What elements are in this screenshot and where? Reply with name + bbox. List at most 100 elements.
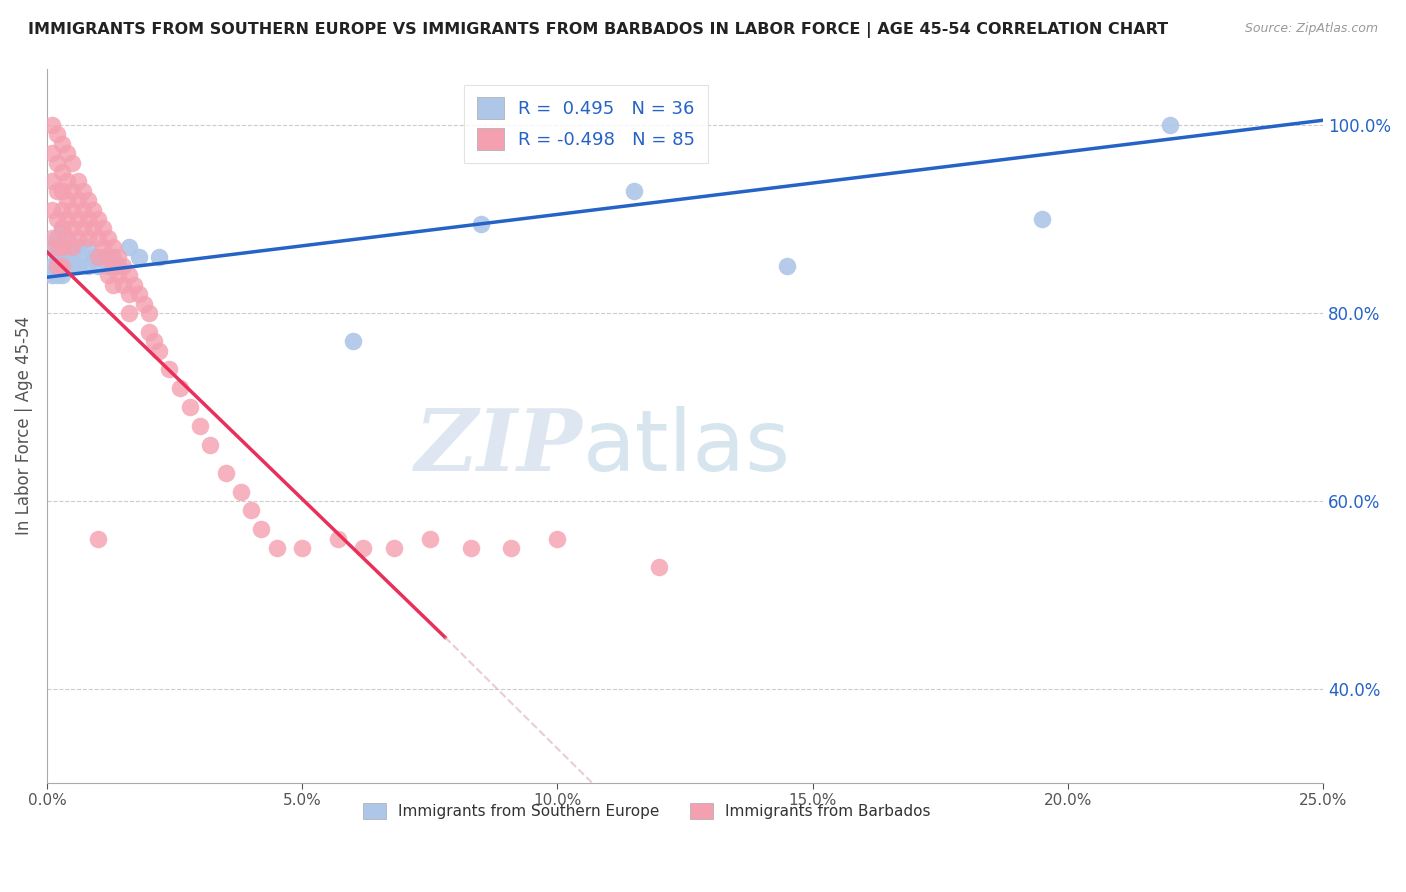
Point xyxy=(62,155,84,169)
Point xyxy=(56,174,79,188)
Point xyxy=(41,259,63,273)
Point xyxy=(51,221,73,235)
Point xyxy=(117,306,139,320)
Point xyxy=(240,503,263,517)
Point xyxy=(76,259,98,273)
Point xyxy=(56,193,79,207)
Point xyxy=(82,250,104,264)
Point xyxy=(46,155,69,169)
Text: ZIP: ZIP xyxy=(415,406,583,489)
Point xyxy=(72,250,94,264)
Point xyxy=(103,277,125,292)
Point xyxy=(128,287,150,301)
Point xyxy=(62,184,84,198)
Point xyxy=(66,174,89,188)
Point xyxy=(41,268,63,283)
Point xyxy=(214,466,236,480)
Point xyxy=(51,221,73,235)
Point xyxy=(501,541,523,555)
Point xyxy=(326,532,349,546)
Point xyxy=(291,541,314,555)
Point xyxy=(76,211,98,226)
Point xyxy=(41,231,63,245)
Point xyxy=(72,202,94,217)
Point xyxy=(56,231,79,245)
Point xyxy=(143,334,166,348)
Point xyxy=(46,128,69,142)
Point xyxy=(56,211,79,226)
Point xyxy=(82,221,104,235)
Point xyxy=(41,240,63,254)
Point xyxy=(103,240,125,254)
Point xyxy=(128,250,150,264)
Point xyxy=(66,193,89,207)
Point xyxy=(117,240,139,254)
Point xyxy=(46,211,69,226)
Text: atlas: atlas xyxy=(583,406,792,489)
Point xyxy=(46,259,69,273)
Point xyxy=(66,231,89,245)
Point xyxy=(148,250,170,264)
Point xyxy=(188,418,211,433)
Point xyxy=(148,343,170,358)
Text: IMMIGRANTS FROM SOUTHERN EUROPE VS IMMIGRANTS FROM BARBADOS IN LABOR FORCE | AGE: IMMIGRANTS FROM SOUTHERN EUROPE VS IMMIG… xyxy=(28,22,1168,38)
Point xyxy=(46,231,69,245)
Point xyxy=(41,118,63,132)
Point xyxy=(382,541,405,555)
Point xyxy=(87,231,110,245)
Point xyxy=(62,259,84,273)
Point xyxy=(229,484,252,499)
Point xyxy=(62,221,84,235)
Point xyxy=(91,240,114,254)
Point xyxy=(103,250,125,264)
Point xyxy=(62,240,84,254)
Point xyxy=(112,277,135,292)
Point xyxy=(546,532,568,546)
Point xyxy=(72,184,94,198)
Point xyxy=(41,146,63,161)
Point xyxy=(97,268,120,283)
Point xyxy=(1159,118,1181,132)
Point xyxy=(51,184,73,198)
Point xyxy=(72,221,94,235)
Point xyxy=(91,221,114,235)
Point xyxy=(87,532,110,546)
Point xyxy=(56,250,79,264)
Point xyxy=(41,202,63,217)
Point xyxy=(51,240,73,254)
Point xyxy=(623,184,645,198)
Y-axis label: In Labor Force | Age 45-54: In Labor Force | Age 45-54 xyxy=(15,317,32,535)
Point xyxy=(470,217,492,231)
Point xyxy=(138,325,160,339)
Point xyxy=(138,306,160,320)
Point xyxy=(250,522,273,536)
Point xyxy=(51,165,73,179)
Point xyxy=(46,240,69,254)
Point xyxy=(51,259,73,273)
Point xyxy=(112,259,135,273)
Point xyxy=(41,174,63,188)
Point xyxy=(460,541,482,555)
Point xyxy=(157,362,180,376)
Legend: Immigrants from Southern Europe, Immigrants from Barbados: Immigrants from Southern Europe, Immigra… xyxy=(357,797,936,825)
Point xyxy=(51,268,73,283)
Point xyxy=(76,231,98,245)
Point xyxy=(87,250,110,264)
Point xyxy=(62,240,84,254)
Point xyxy=(46,268,69,283)
Point xyxy=(179,400,201,414)
Point xyxy=(87,259,110,273)
Point xyxy=(62,202,84,217)
Point xyxy=(97,259,120,273)
Point xyxy=(66,240,89,254)
Point xyxy=(132,296,155,310)
Point xyxy=(648,559,671,574)
Point xyxy=(103,259,125,273)
Point xyxy=(56,231,79,245)
Point xyxy=(419,532,441,546)
Point xyxy=(82,202,104,217)
Point xyxy=(51,240,73,254)
Point xyxy=(56,259,79,273)
Point xyxy=(117,268,139,283)
Point xyxy=(117,287,139,301)
